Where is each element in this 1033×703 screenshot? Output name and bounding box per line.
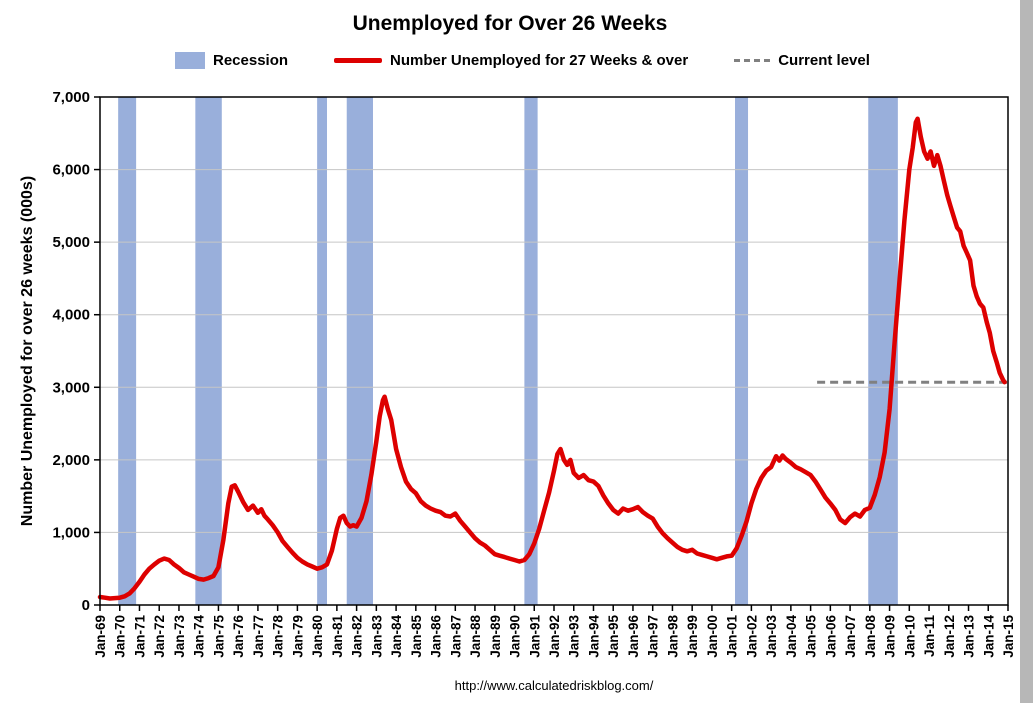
x-tick-label: Jan-14 — [981, 615, 996, 658]
x-tick-label: Jan-11 — [922, 615, 937, 658]
recession-band — [195, 97, 222, 605]
x-tick-label: Jan-95 — [606, 615, 621, 658]
legend-item-series: Number Unemployed for 27 Weeks & over — [334, 52, 688, 69]
legend-current-label: Current level — [778, 52, 870, 69]
x-tick-label: Jan-96 — [626, 615, 641, 658]
x-tick-label: Jan-97 — [646, 615, 661, 658]
y-tick-label: 6,000 — [52, 162, 90, 179]
chart-title: Unemployed for Over 26 Weeks — [352, 12, 668, 35]
x-tick-label: Jan-79 — [290, 615, 305, 658]
x-tick-label: Jan-10 — [902, 615, 917, 658]
x-tick-label: Jan-73 — [172, 615, 187, 658]
x-tick-label: Jan-08 — [863, 615, 878, 658]
y-tick-label: 1,000 — [52, 524, 90, 541]
x-tick-label: Jan-69 — [93, 615, 108, 658]
y-tick-label: 7,000 — [52, 89, 90, 106]
x-tick-label: Jan-75 — [211, 615, 226, 658]
x-tick-label: Jan-71 — [132, 615, 147, 658]
x-tick-label: Jan-12 — [942, 615, 957, 658]
y-tick-label: 0 — [82, 597, 90, 614]
x-tick-label: Jan-78 — [271, 615, 286, 658]
x-tick-label: Jan-91 — [527, 615, 542, 658]
recession-band — [524, 97, 538, 605]
current-level-swatch-icon — [734, 59, 771, 62]
x-tick-label: Jan-70 — [113, 615, 128, 658]
x-tick-label: Jan-94 — [586, 615, 601, 658]
x-tick-label: Jan-05 — [804, 615, 819, 658]
x-tick-label: Jan-74 — [192, 615, 207, 658]
x-tick-label: Jan-85 — [409, 615, 424, 658]
x-tick-label: Jan-13 — [962, 615, 977, 658]
x-tick-label: Jan-86 — [429, 615, 444, 658]
recession-band — [317, 97, 327, 605]
plot-background — [100, 97, 1008, 605]
legend-series-label: Number Unemployed for 27 Weeks & over — [390, 52, 689, 69]
x-tick-label: Jan-15 — [1001, 615, 1016, 658]
recession-band — [118, 97, 137, 605]
footer-url: http://www.calculatedriskblog.com/ — [454, 678, 654, 693]
legend-item-recession: Recession — [175, 52, 288, 69]
x-tick-label: Jan-90 — [508, 615, 523, 658]
y-tick-label: 5,000 — [52, 234, 90, 251]
x-tick-label: Jan-93 — [567, 615, 582, 658]
x-tick-label: Jan-82 — [350, 615, 365, 658]
recession-band — [346, 97, 373, 605]
x-tick-label: Jan-00 — [705, 615, 720, 658]
x-tick-label: Jan-07 — [843, 615, 858, 658]
x-tick-label: Jan-01 — [725, 615, 740, 658]
x-tick-label: Jan-02 — [744, 615, 759, 658]
series-line-swatch-icon — [334, 58, 383, 63]
y-tick-label: 3,000 — [52, 379, 90, 396]
x-tick-label: Jan-89 — [488, 615, 503, 658]
y-tick-label: 4,000 — [52, 307, 90, 324]
x-tick-label: Jan-04 — [784, 615, 799, 658]
x-tick-label: Jan-72 — [152, 615, 167, 658]
unemployment-line — [97, 116, 1007, 601]
legend-recession-label: Recession — [213, 52, 289, 69]
legend-item-current: Current level — [734, 52, 870, 69]
y-axis-title: Number Unemployed for over 26 weeks (000… — [19, 175, 36, 527]
x-tick-label: Jan-76 — [231, 615, 246, 658]
page-edge-strip — [1020, 0, 1033, 703]
x-tick-label: Jan-06 — [823, 615, 838, 658]
x-tick-label: Jan-88 — [468, 615, 483, 658]
x-tick-label: Jan-87 — [448, 615, 463, 658]
x-tick-label: Jan-09 — [883, 615, 898, 658]
legend: Recession Number Unemployed for 27 Weeks… — [175, 52, 902, 69]
x-tick-label: Jan-92 — [547, 615, 562, 658]
x-tick-label: Jan-80 — [310, 615, 325, 658]
x-tick-label: Jan-77 — [251, 615, 266, 658]
x-tick-label: Jan-84 — [389, 615, 404, 658]
x-tick-label: Jan-83 — [369, 615, 384, 658]
x-tick-label: Jan-99 — [685, 615, 700, 658]
x-tick-label: Jan-03 — [764, 615, 779, 658]
recession-swatch-icon — [175, 52, 205, 69]
y-tick-label: 2,000 — [52, 452, 90, 469]
x-tick-label: Jan-98 — [665, 615, 680, 658]
x-tick-label: Jan-81 — [330, 615, 345, 658]
recession-band — [735, 97, 749, 605]
